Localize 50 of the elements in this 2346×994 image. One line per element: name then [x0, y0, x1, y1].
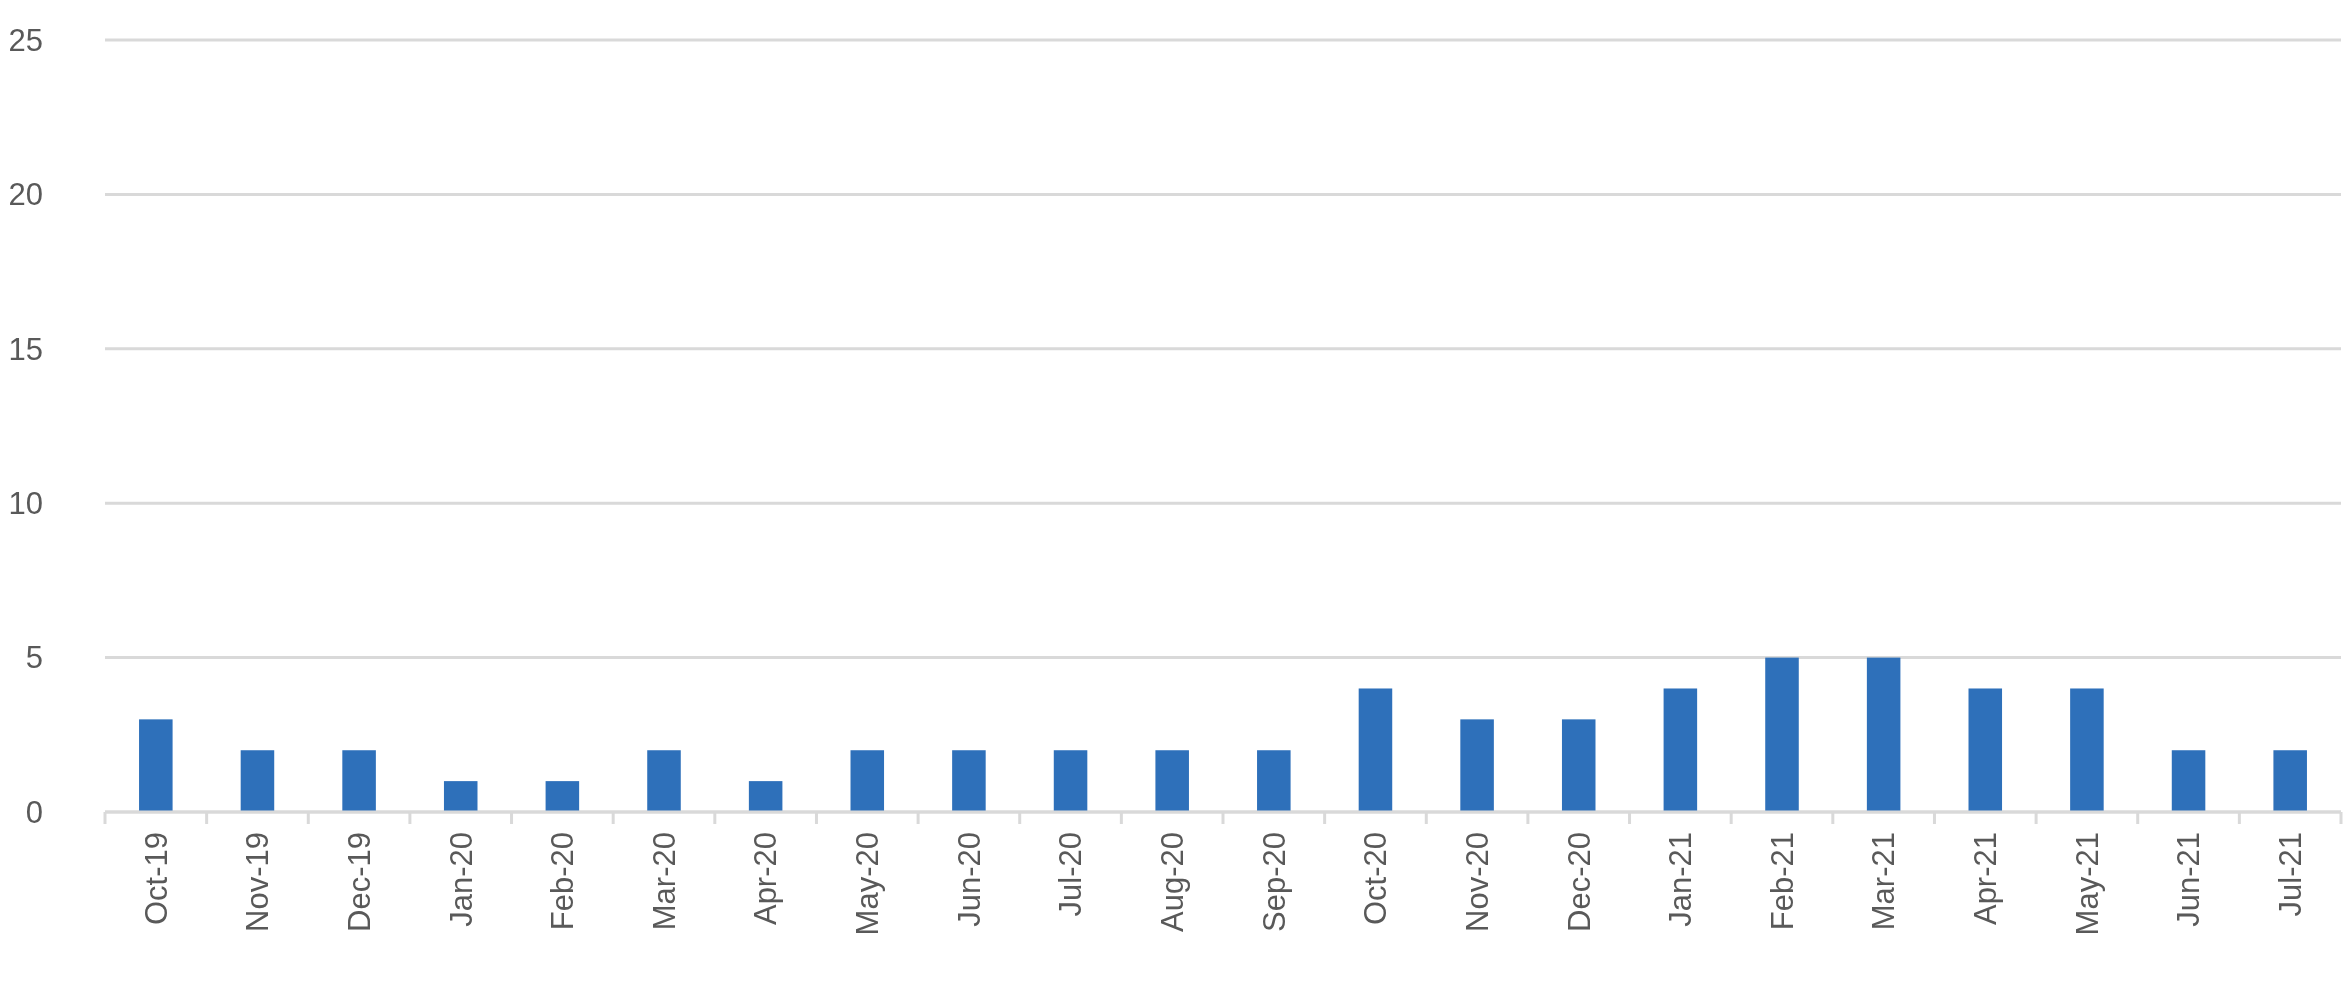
bar	[1561, 719, 1596, 812]
x-tick-label: May-20	[850, 832, 886, 936]
x-tick-label: Feb-20	[545, 832, 581, 931]
bar	[2070, 688, 2104, 812]
bar	[1358, 688, 1393, 812]
x-tick-label: Oct-20	[1358, 832, 1394, 926]
x-tick-label: Oct-19	[138, 832, 174, 926]
x-tick-label: May-21	[2069, 832, 2105, 936]
bar	[952, 750, 986, 812]
bar	[1765, 657, 1799, 812]
y-tick-label: 25	[8, 22, 43, 58]
x-tick-label: Feb-21	[1764, 832, 1800, 931]
bar	[850, 750, 885, 812]
y-tick-label: 20	[8, 177, 43, 213]
y-tick-label: 10	[8, 486, 43, 522]
x-tick-label: Jun-21	[2171, 832, 2207, 927]
bar	[1155, 750, 1189, 812]
bar	[1663, 688, 1698, 812]
x-tick-label: Nov-19	[240, 832, 276, 932]
bar	[2273, 750, 2307, 812]
bar	[342, 750, 376, 812]
x-tick-label: Jul-21	[2273, 832, 2309, 917]
bar	[1968, 688, 2003, 812]
x-tick-label: Mar-21	[1866, 832, 1902, 931]
bar	[1866, 657, 1901, 812]
x-tick-label: Apr-20	[748, 832, 784, 926]
bar	[647, 750, 681, 812]
bar	[240, 750, 275, 812]
x-tick-label: Jan-20	[443, 832, 479, 927]
x-tick-label: Jul-20	[1053, 832, 1089, 917]
x-tick-label: Jun-20	[951, 832, 987, 927]
x-tick-label: Dec-20	[1561, 832, 1597, 932]
y-tick-label: 0	[25, 794, 43, 830]
bar	[748, 781, 783, 812]
y-tick-label: 5	[25, 640, 43, 676]
x-tick-label: Aug-20	[1155, 832, 1191, 932]
x-tick-label: Jan-21	[1663, 832, 1699, 927]
x-tick-label: Mar-20	[646, 832, 682, 931]
x-tick-label: Apr-21	[1968, 832, 2004, 926]
bar	[1257, 750, 1291, 812]
bar	[1053, 750, 1088, 812]
bar	[545, 781, 580, 812]
bar	[1460, 719, 1494, 812]
bar	[443, 781, 478, 812]
bar	[2171, 750, 2206, 812]
y-tick-label: 15	[8, 331, 43, 367]
x-tick-label: Nov-20	[1459, 832, 1495, 932]
bar	[139, 719, 173, 812]
x-tick-label: Dec-19	[341, 832, 377, 932]
x-tick-label: Sep-20	[1256, 832, 1292, 932]
